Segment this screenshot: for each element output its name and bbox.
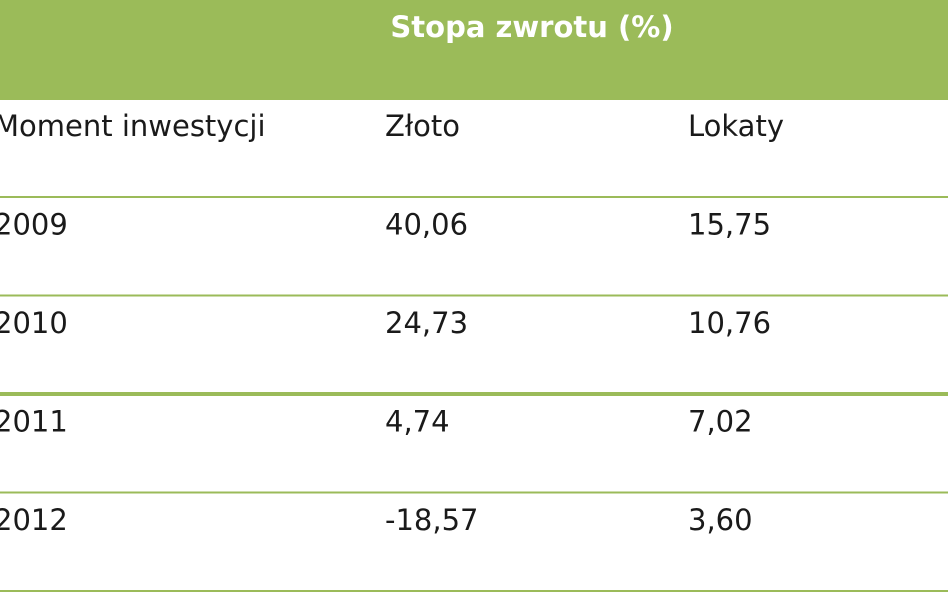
row-label: 2009 [0, 208, 68, 242]
cell-value: 40,06 [385, 208, 468, 242]
header-band [0, 0, 948, 100]
cell-value: 3,60 [688, 503, 753, 537]
column-header: Lokaty [688, 109, 784, 143]
column-header: Moment inwestycji [0, 109, 266, 143]
row-label: 2011 [0, 405, 68, 439]
cell-value: 24,73 [385, 306, 468, 340]
row-label: 2010 [0, 306, 68, 340]
row-label: 2012 [0, 503, 68, 537]
table-title: Stopa zwrotu (%) [390, 10, 673, 44]
cell-value: 10,76 [688, 306, 771, 340]
column-header: Złoto [385, 109, 460, 143]
cell-value: -18,57 [385, 503, 479, 537]
cell-value: 7,02 [688, 405, 753, 439]
cell-value: 4,74 [385, 405, 450, 439]
cell-value: 15,75 [688, 208, 771, 242]
